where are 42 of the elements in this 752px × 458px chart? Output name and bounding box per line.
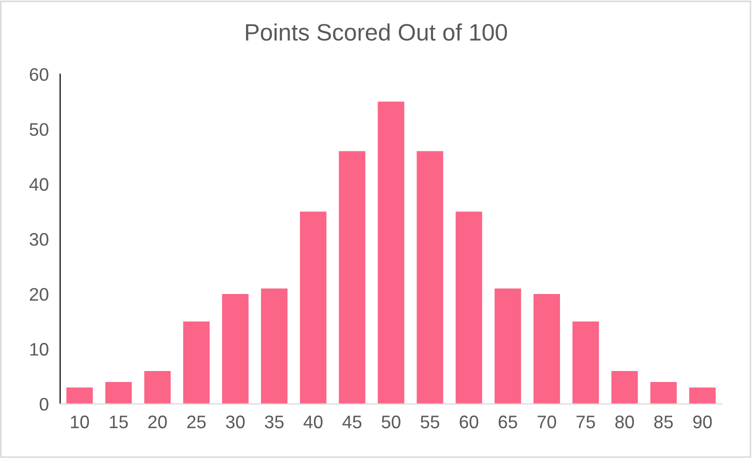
bar: [338, 151, 366, 404]
x-tick-label: 65: [498, 416, 518, 428]
x-tick-label: 80: [615, 416, 634, 428]
bar: [650, 382, 677, 404]
bar: [261, 288, 288, 404]
bar: [611, 370, 638, 404]
x-tick-label: 75: [576, 416, 595, 428]
bar: [183, 322, 210, 404]
y-tick-label: 60: [30, 68, 48, 81]
bar: [222, 294, 249, 404]
x-tick-label: 55: [420, 416, 440, 428]
x-tick-label: 15: [110, 416, 128, 428]
y-tick-label: 50: [30, 123, 48, 136]
x-tick-label: 30: [226, 416, 245, 428]
x-tick-label: 25: [187, 416, 206, 428]
bar: [689, 387, 716, 404]
bar: [416, 151, 444, 404]
x-tick-label: 40: [304, 416, 323, 428]
bar: [144, 370, 171, 404]
x-tick-label: 90: [693, 416, 712, 428]
y-tick-label: 40: [29, 178, 48, 191]
y-tick-label: 10: [30, 342, 48, 356]
x-tick-label: 85: [654, 416, 673, 428]
bar: [66, 387, 93, 404]
y-tick-label: 30: [30, 233, 48, 246]
x-tick-label: 70: [538, 416, 556, 428]
x-tick-label: 10: [70, 416, 89, 428]
bar: [300, 212, 326, 404]
x-tick-label: 50: [382, 416, 400, 428]
x-tick-label: 35: [264, 416, 284, 428]
x-tick-label: 20: [148, 416, 167, 428]
y-tick-label: 0: [40, 398, 48, 411]
bar: [534, 294, 560, 404]
chart-title: Points Scored Out of 100: [246, 23, 507, 41]
x-tick-label: 45: [342, 416, 362, 428]
bar: [494, 288, 522, 404]
bar: [572, 322, 599, 404]
bar: [105, 382, 132, 404]
x-tick-label: 60: [460, 416, 478, 428]
bar: [378, 102, 404, 404]
bar: [456, 212, 482, 404]
y-tick-label: 20: [30, 288, 48, 301]
